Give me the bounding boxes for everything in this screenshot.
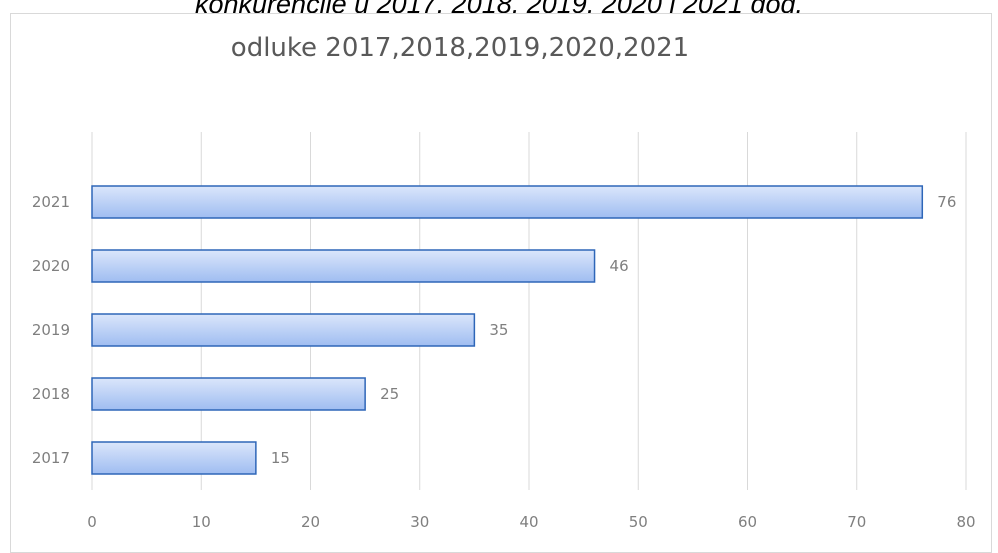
y-tick-label: 2021	[32, 193, 70, 211]
y-tick-label: 2017	[32, 449, 70, 467]
bar	[91, 185, 924, 219]
category-axis: 2021 2020 2019 2018 2017	[32, 193, 70, 467]
y-tick-label: 2019	[32, 321, 70, 339]
data-label: 25	[380, 385, 399, 403]
x-tick-label: 40	[519, 513, 538, 531]
data-label: 15	[271, 449, 290, 467]
x-tick-label: 70	[847, 513, 866, 531]
data-label: 76	[937, 193, 956, 211]
bar	[91, 441, 257, 475]
bar	[91, 313, 476, 347]
x-tick-label: 80	[956, 513, 975, 531]
x-tick-label: 60	[738, 513, 757, 531]
data-label: 46	[610, 257, 629, 275]
bar	[91, 377, 366, 411]
y-tick-label: 2018	[32, 385, 70, 403]
data-label: 35	[489, 321, 508, 339]
chart-title: odluke 2017,2018,2019,2020,2021	[230, 33, 690, 63]
bars	[91, 185, 924, 475]
x-tick-label: 30	[410, 513, 429, 531]
bar	[91, 249, 596, 283]
x-tick-label: 10	[192, 513, 211, 531]
x-tick-label: 20	[301, 513, 320, 531]
x-tick-label: 50	[629, 513, 648, 531]
y-tick-label: 2020	[32, 257, 70, 275]
data-labels: 76 46 35 25 15	[271, 193, 957, 467]
x-tick-label: 0	[87, 513, 97, 531]
value-axis: 0 10 20 30 40 50 60 70 80	[87, 513, 975, 531]
